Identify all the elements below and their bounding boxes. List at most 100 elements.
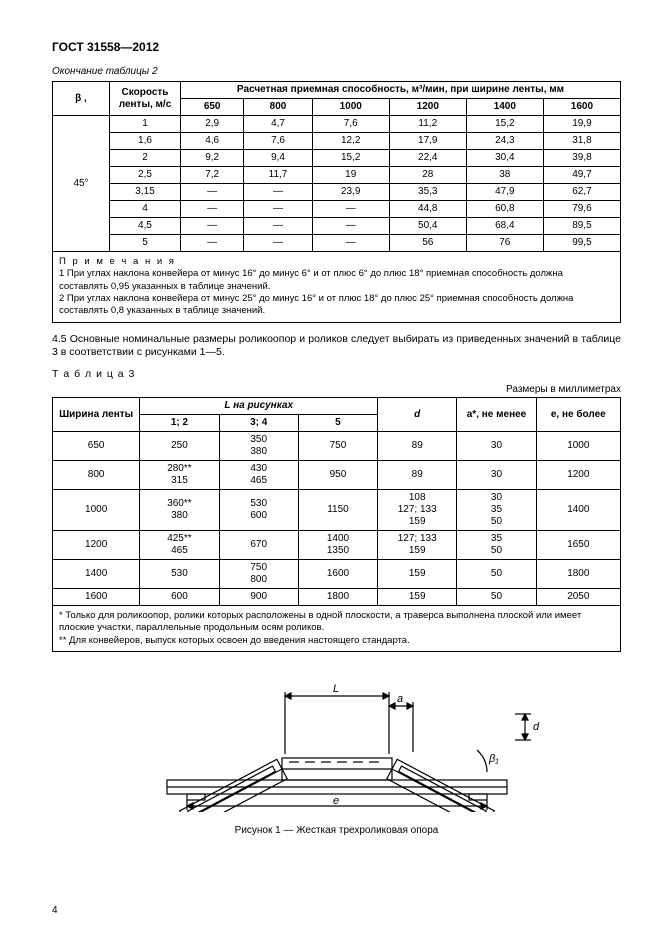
cell: 30 [457,432,536,461]
cell: 1400 1350 [298,531,377,560]
cell: 360** 380 [140,490,219,531]
cell: 1800 [298,589,377,606]
cell: 89 [378,461,457,490]
cell: 430 465 [219,461,298,490]
table3-L5: 5 [298,415,377,432]
cell: 50 [457,589,536,606]
cell: 30,4 [466,150,543,167]
table2-continuation-label: Окончание таблицы 2 [52,66,621,77]
table3-row: 1000360** 380530 6001150108 127; 133 159… [53,490,621,531]
cell: 159 [378,560,457,589]
table3-row: 1200425** 4656701400 1350127; 133 15935 … [53,531,621,560]
dim-d: d [533,721,540,733]
cell: 17,9 [389,133,466,150]
cell: 280** 315 [140,461,219,490]
table2-w-1400: 1400 [466,99,543,116]
table2-col-speed: Скорость ленты, м/с [110,82,181,116]
table3: Ширина ленты L на рисунках d a*, не мене… [52,397,621,652]
cell: 35,3 [389,184,466,201]
cell: 5 [110,235,181,252]
table2-col-beta: β , [53,82,110,116]
cell: 425** 465 [140,531,219,560]
table3-units: Размеры в миллиметрах [52,384,621,395]
cell: 1 [110,116,181,133]
cell: 62,7 [543,184,620,201]
table2-beta-value: 45° [53,116,110,252]
cell: 127; 133 159 [378,531,457,560]
cell: — [312,201,389,218]
cell: 1150 [298,490,377,531]
cell: 2 [110,150,181,167]
cell: — [244,201,312,218]
notes-title: П р и м е ч а н и я [59,256,176,267]
table2-w-1200: 1200 [389,99,466,116]
cell: 2050 [536,589,620,606]
cell: 650 [53,432,140,461]
cell: — [312,235,389,252]
table2-notes: П р и м е ч а н и я 1 При углах наклона … [53,252,621,323]
cell: 50 [457,560,536,589]
cell: — [312,218,389,235]
cell: — [244,184,312,201]
table2-w-650: 650 [181,99,244,116]
cell: 670 [219,531,298,560]
cell: 1600 [298,560,377,589]
cell: 99,5 [543,235,620,252]
cell: 7,6 [312,116,389,133]
cell: 530 [140,560,219,589]
cell: 4,6 [181,133,244,150]
cell: 600 [140,589,219,606]
cell: 750 800 [219,560,298,589]
cell: 4,5 [110,218,181,235]
figure-1-caption: Рисунок 1 — Жесткая трехроликовая опора [52,825,621,836]
table3-col-d: d [378,398,457,432]
roller-support-diagram-icon: L a d β₁ e [117,662,557,812]
cell: 7,6 [244,133,312,150]
cell: 68,4 [466,218,543,235]
cell: 3,15 [110,184,181,201]
cell: 4 [110,201,181,218]
cell: 23,9 [312,184,389,201]
cell: 7,2 [181,167,244,184]
cell: 750 [298,432,377,461]
table3-col-a: a*, не менее [457,398,536,432]
cell: 950 [298,461,377,490]
table3-L12: 1; 2 [140,415,219,432]
table2-w-800: 800 [244,99,312,116]
table2-row: 4,5———50,468,489,5 [53,218,621,235]
cell: 1200 [536,461,620,490]
table2: β , Скорость ленты, м/с Расчетная приемн… [52,81,621,323]
cell: 47,9 [466,184,543,201]
cell: 4,7 [244,116,312,133]
cell: — [181,235,244,252]
cell: 39,8 [543,150,620,167]
table3-row: 1400530750 8001600159501800 [53,560,621,589]
table3-col-width: Ширина ленты [53,398,140,432]
cell: 79,6 [543,201,620,218]
cell: 1800 [536,560,620,589]
cell: 2,9 [181,116,244,133]
table2-row: 3,15——23,935,347,962,7 [53,184,621,201]
note-1: 1 При углах наклона конвейера от минус 1… [59,268,563,291]
cell: 30 [457,461,536,490]
cell: 1000 [536,432,620,461]
table3-row: 800280** 315430 46595089301200 [53,461,621,490]
cell: 1000 [53,490,140,531]
table3-col-e: e, не более [536,398,620,432]
cell: 56 [389,235,466,252]
cell: 15,2 [466,116,543,133]
section-4-5-text: 4.5 Основные номинальные размеры роликоо… [52,333,621,360]
table2-row: 1,64,67,612,217,924,331,8 [53,133,621,150]
cell: 250 [140,432,219,461]
cell: 530 600 [219,490,298,531]
page-number: 4 [52,905,58,916]
cell: — [244,235,312,252]
cell: 1400 [536,490,620,531]
cell: 89,5 [543,218,620,235]
cell: 30 35 50 [457,490,536,531]
cell: 1650 [536,531,620,560]
table2-w-1600: 1600 [543,99,620,116]
footnote-2: ** Для конвейеров, выпуск которых освоен… [59,635,410,646]
cell: 15,2 [312,150,389,167]
cell: 159 [378,589,457,606]
